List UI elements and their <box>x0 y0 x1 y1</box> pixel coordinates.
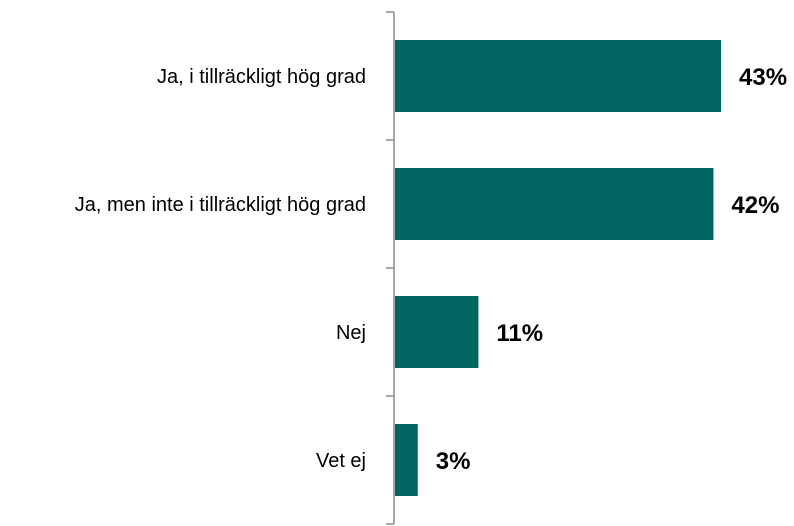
bar <box>395 424 418 496</box>
category-label: Ja, men inte i tillräckligt hög grad <box>75 194 366 216</box>
value-labels: 43% 42% 11% 3% <box>436 64 787 475</box>
value-label: 43% <box>739 64 787 91</box>
category-label: Nej <box>336 322 366 344</box>
category-label: Vet ej <box>316 450 366 472</box>
value-label: 42% <box>731 192 779 219</box>
bar <box>395 168 714 240</box>
bar <box>395 296 479 368</box>
value-label: 3% <box>436 448 471 475</box>
bars-group <box>395 40 721 496</box>
category-labels: Ja, i tillräckligt hög grad Ja, men inte … <box>75 66 366 472</box>
bar <box>395 40 721 112</box>
category-axis <box>386 11 395 525</box>
value-label: 11% <box>496 320 543 347</box>
category-label: Ja, i tillräckligt hög grad <box>157 66 366 88</box>
